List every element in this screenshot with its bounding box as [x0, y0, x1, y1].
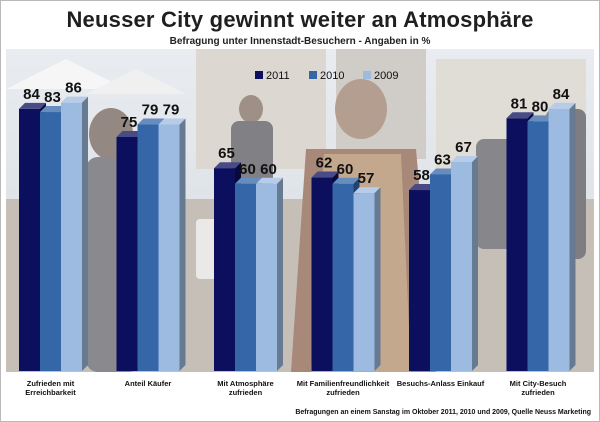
value-label: 63 — [434, 151, 451, 168]
bars-group — [19, 96, 576, 372]
legend-label: 2009 — [374, 70, 398, 82]
value-label: 84 — [553, 86, 570, 103]
value-label: 75 — [121, 114, 138, 131]
legend-item-2010: 2010 — [309, 70, 344, 82]
legend: 2011 2010 2009 — [255, 70, 398, 82]
legend-swatch — [309, 71, 317, 79]
value-label: 83 — [44, 89, 61, 106]
legend-label: 2011 — [266, 70, 290, 82]
value-label: 65 — [218, 145, 235, 162]
value-label: 79 — [163, 102, 180, 119]
legend-swatch — [255, 71, 263, 79]
bar-2009-1 — [61, 96, 88, 372]
category-label: Besuchs-Anlass Einkauf — [397, 379, 485, 388]
bar-2009-6 — [548, 102, 576, 372]
chart-subtitle: Befragung unter Innenstadt-Besuchern - A… — [169, 36, 431, 47]
value-label: 86 — [65, 80, 82, 97]
legend-label: 2010 — [320, 70, 344, 82]
category-label: Mit Atmosphäre zufrieden — [217, 379, 273, 397]
legend-swatch — [363, 71, 371, 79]
value-label: 60 — [239, 161, 256, 178]
category-label: Mit City-Besuch zufrieden — [510, 379, 567, 397]
bar-2009-5 — [451, 155, 478, 371]
footnote: Befragungen an einem Sanstag im Oktober … — [295, 409, 591, 416]
value-label: 60 — [337, 161, 354, 178]
value-label: 81 — [511, 95, 528, 112]
category-label: Anteil Käufer — [125, 379, 172, 388]
value-label: 67 — [455, 139, 472, 156]
legend-item-2011: 2011 — [255, 70, 290, 82]
value-label: 62 — [316, 155, 333, 172]
bar-2009-3 — [256, 177, 283, 371]
value-label: 60 — [260, 161, 277, 178]
legend-item-2009: 2009 — [363, 70, 398, 82]
category-label: Zufrieden mit Erreichbarkeit — [25, 379, 76, 397]
value-label: 80 — [532, 98, 549, 115]
chart-title: Neusser City gewinnt weiter an Atmosphär… — [66, 7, 534, 32]
value-label: 58 — [413, 167, 430, 184]
value-label: 57 — [358, 170, 375, 187]
category-label: Mit Familienfreundlichkeit zufrieden — [297, 379, 390, 397]
bar-2009-4 — [353, 187, 381, 371]
bar-2009-2 — [158, 118, 186, 372]
category-labels: Zufrieden mit Erreichbarkeit Anteil Käufer… — [25, 379, 566, 397]
value-label: 84 — [23, 86, 40, 103]
value-label: 79 — [142, 102, 159, 119]
